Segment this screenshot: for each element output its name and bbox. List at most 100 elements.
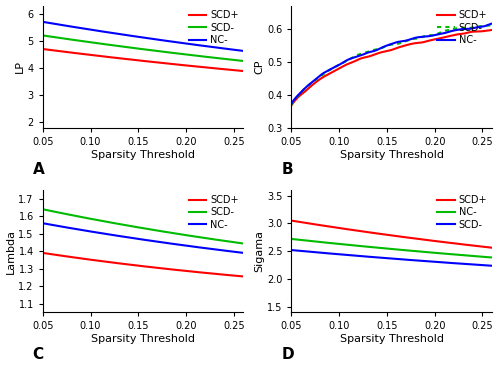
SCD- <box>489 263 495 268</box>
NC- <box>472 25 478 30</box>
SCD+ <box>489 28 495 32</box>
SCD+ <box>300 220 306 225</box>
SCD+ <box>240 69 246 73</box>
NC- <box>230 249 236 254</box>
SCD- <box>288 248 294 252</box>
Line: SCD+: SCD+ <box>42 49 243 71</box>
Line: NC-: NC- <box>292 239 492 258</box>
SCD- <box>240 241 246 246</box>
NC- <box>52 223 58 228</box>
SCD+ <box>288 218 294 223</box>
SCD- <box>52 35 58 39</box>
NC- <box>342 59 348 64</box>
NC- <box>48 21 54 25</box>
SCD+ <box>296 220 302 224</box>
SCD+ <box>288 103 294 108</box>
NC- <box>489 255 495 260</box>
SCD- <box>342 252 348 257</box>
NC- <box>296 92 302 96</box>
NC- <box>300 87 306 92</box>
NC- <box>230 48 236 52</box>
Line: NC-: NC- <box>292 24 492 103</box>
Line: SCD+: SCD+ <box>292 30 492 106</box>
X-axis label: Sparsity Threshold: Sparsity Threshold <box>91 334 195 344</box>
SCD- <box>40 207 46 211</box>
Line: SCD-: SCD- <box>292 25 492 105</box>
NC- <box>288 101 294 106</box>
SCD+ <box>240 274 246 279</box>
SCD+ <box>479 29 485 34</box>
SCD+ <box>48 48 54 52</box>
NC- <box>93 28 99 33</box>
SCD- <box>223 239 229 243</box>
NC- <box>472 254 478 258</box>
Line: SCD-: SCD- <box>42 35 243 61</box>
SCD- <box>296 249 302 253</box>
SCD- <box>342 60 348 64</box>
NC- <box>77 26 83 30</box>
NC- <box>77 228 83 232</box>
SCD- <box>230 58 236 62</box>
NC- <box>288 237 294 241</box>
SCD+ <box>472 30 478 34</box>
SCD- <box>48 209 54 213</box>
Text: D: D <box>282 346 294 362</box>
SCD+ <box>472 244 478 248</box>
NC- <box>489 21 495 26</box>
SCD- <box>479 24 485 28</box>
SCD+ <box>52 252 58 257</box>
NC- <box>223 249 229 253</box>
SCD- <box>326 68 332 73</box>
Line: SCD+: SCD+ <box>292 221 492 248</box>
Text: A: A <box>32 162 44 177</box>
SCD+ <box>300 90 306 95</box>
Y-axis label: LP: LP <box>14 60 24 73</box>
SCD+ <box>52 48 58 53</box>
SCD- <box>326 251 332 256</box>
SCD+ <box>489 245 495 250</box>
NC- <box>52 22 58 26</box>
NC- <box>40 221 46 225</box>
SCD+ <box>230 68 236 72</box>
Y-axis label: Sigama: Sigama <box>254 230 264 272</box>
SCD+ <box>40 251 46 255</box>
SCD+ <box>296 94 302 98</box>
Legend: SCD+, SCD-, NC-: SCD+, SCD-, NC- <box>186 193 240 232</box>
SCD- <box>472 262 478 267</box>
SCD- <box>48 34 54 39</box>
NC- <box>296 238 302 242</box>
Line: SCD+: SCD+ <box>42 253 243 276</box>
SCD- <box>223 57 229 61</box>
NC- <box>48 223 54 227</box>
SCD- <box>288 103 294 107</box>
NC- <box>326 241 332 245</box>
SCD+ <box>77 256 83 261</box>
SCD+ <box>342 227 348 231</box>
NC- <box>479 255 485 259</box>
NC- <box>223 46 229 51</box>
NC- <box>93 230 99 235</box>
SCD- <box>479 263 485 267</box>
SCD+ <box>77 51 83 56</box>
SCD- <box>77 214 83 219</box>
SCD- <box>296 92 302 96</box>
NC- <box>40 20 46 24</box>
SCD+ <box>223 273 229 277</box>
X-axis label: Sparsity Threshold: Sparsity Threshold <box>91 149 195 159</box>
Text: C: C <box>32 346 44 362</box>
SCD- <box>230 240 236 244</box>
SCD+ <box>223 67 229 72</box>
SCD+ <box>479 244 485 249</box>
SCD- <box>489 23 495 27</box>
SCD- <box>240 59 246 63</box>
SCD+ <box>93 54 99 58</box>
SCD+ <box>342 63 348 68</box>
SCD- <box>472 25 478 29</box>
Y-axis label: Lambda: Lambda <box>6 229 16 274</box>
Line: SCD-: SCD- <box>42 209 243 244</box>
SCD+ <box>40 47 46 51</box>
SCD- <box>52 210 58 214</box>
Line: NC-: NC- <box>42 223 243 253</box>
Text: B: B <box>282 162 293 177</box>
Y-axis label: CP: CP <box>254 59 264 74</box>
